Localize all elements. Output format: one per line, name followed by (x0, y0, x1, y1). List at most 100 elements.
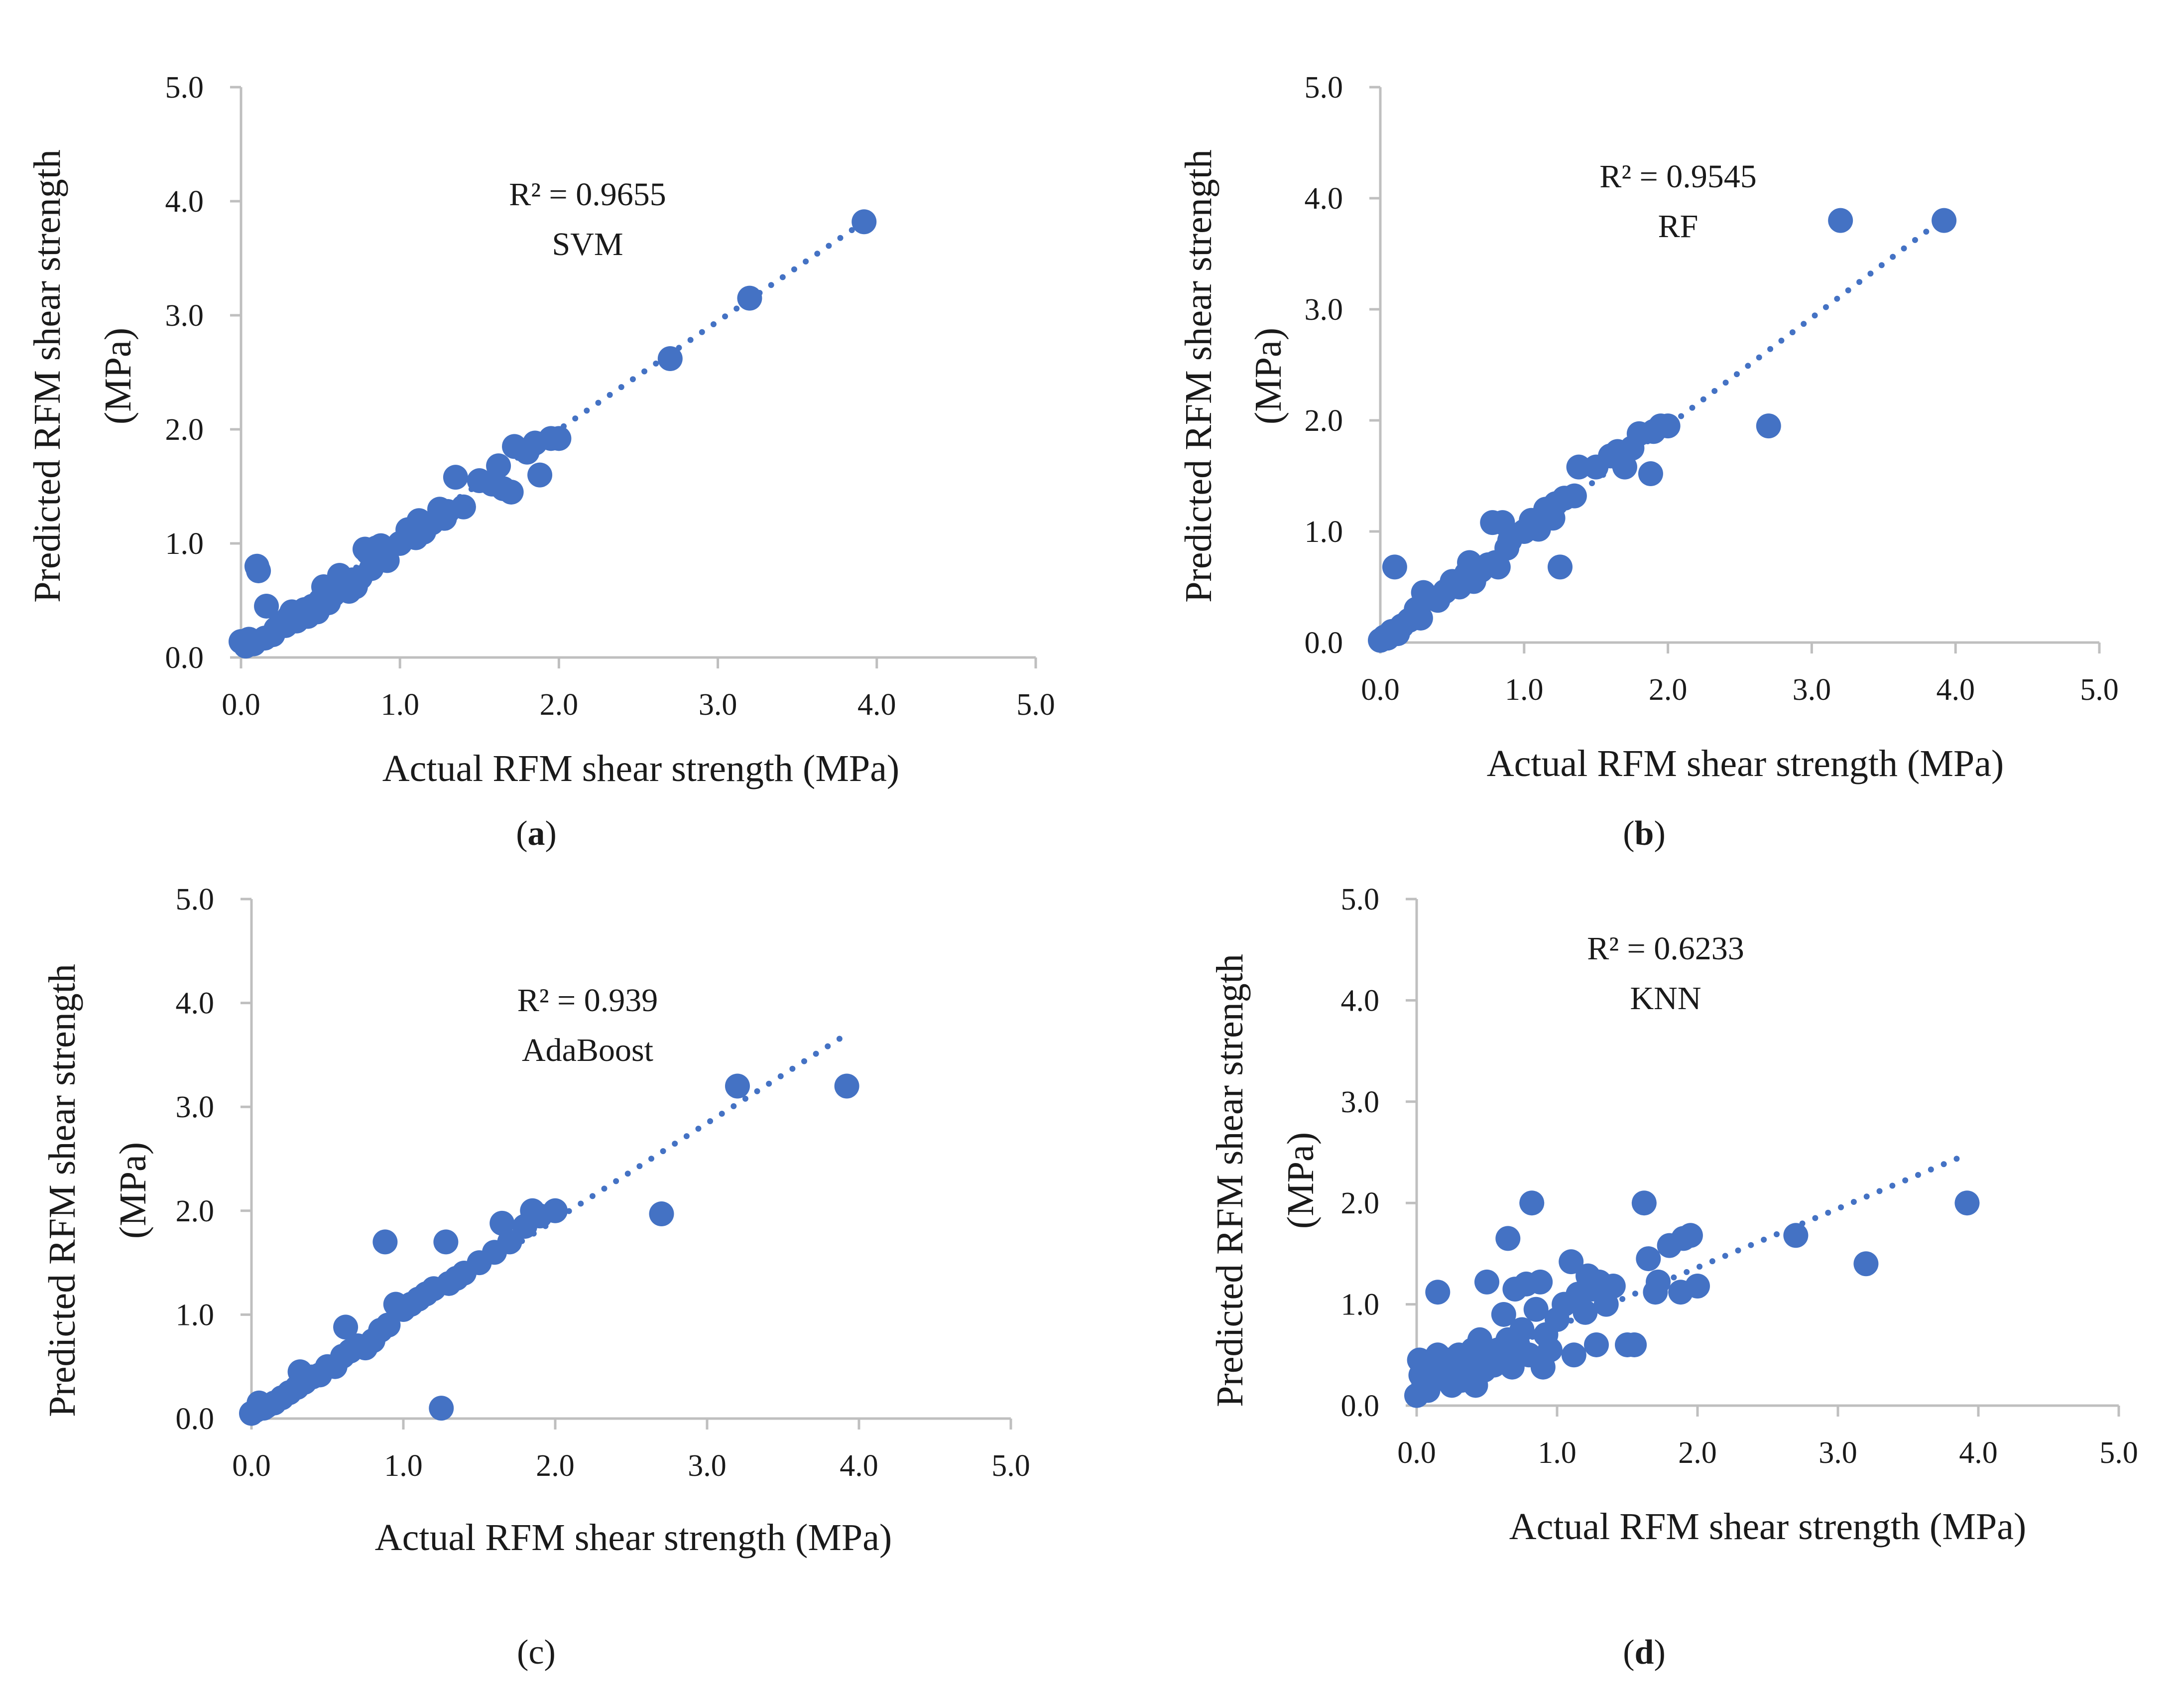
x-tick-label: 1.0 (380, 688, 419, 722)
panel-c: Predicted RFM shear strength (MPa) R² = … (41, 883, 1030, 1672)
panel-b: Predicted RFM shear strength (MPa) R² = … (1178, 71, 2119, 853)
x-axis-title: Actual RFM shear strength (MPa) (382, 748, 900, 789)
data-point (1573, 1300, 1598, 1325)
x-tick-label: 2.0 (540, 688, 579, 722)
y-axis-title: Predicted RFM shear strength (1209, 954, 1251, 1407)
x-tick-label: 4.0 (1959, 1436, 1998, 1470)
x-tick-label: 1.0 (1538, 1436, 1577, 1470)
data-point (1600, 1273, 1626, 1299)
x-axis-title: Actual RFM shear strength (MPa) (1487, 743, 2004, 784)
x-tick-label: 2.0 (536, 1449, 575, 1483)
data-point (429, 1396, 454, 1421)
data-point (1561, 1342, 1586, 1368)
data-point (1622, 1332, 1647, 1357)
y-tick-label: 3.0 (176, 1090, 215, 1124)
data-point (1646, 1269, 1671, 1295)
data-point (1491, 1302, 1516, 1327)
x-tick-label: 3.0 (699, 688, 737, 722)
r2-annotation: R² = 0.6233 (1587, 930, 1744, 967)
y-tick-label: 0.0 (1341, 1389, 1380, 1423)
data-point (1783, 1223, 1809, 1248)
r2-annotation: R² = 0.9545 (1599, 158, 1757, 195)
data-point (1474, 1269, 1499, 1295)
data-point (1485, 554, 1511, 580)
panel-a: Predicted RFM shear strength (MPa) R² = … (26, 71, 1055, 853)
y-tick-label: 5.0 (1341, 883, 1380, 916)
x-tick-label: 3.0 (1819, 1436, 1857, 1470)
y-tick-label: 0.0 (176, 1402, 215, 1436)
y-tick-label: 5.0 (176, 883, 215, 916)
data-point (1537, 1337, 1563, 1363)
data-point (1495, 1226, 1521, 1251)
data-point (1631, 1190, 1657, 1216)
y-tick-label: 1.0 (176, 1298, 215, 1332)
y-tick-label: 3.0 (165, 299, 204, 333)
y-tick-label: 1.0 (1305, 515, 1343, 549)
y-axis-title-unit: (MPa) (1280, 1132, 1322, 1229)
x-tick-label: 5.0 (1016, 688, 1055, 722)
trendline (1377, 215, 1947, 646)
data-point (1562, 483, 1587, 509)
x-axis-title: Actual RFM shear strength (MPa) (375, 1517, 892, 1559)
panel-label: (b) (1623, 814, 1666, 853)
x-tick-label: 1.0 (384, 1449, 423, 1483)
y-tick-label: 4.0 (1341, 984, 1380, 1018)
data-point (1523, 1297, 1549, 1322)
y-axis-title-unit: (MPa) (97, 328, 139, 424)
data-point (1636, 1246, 1661, 1272)
data-point (1425, 1280, 1451, 1305)
data-point (372, 1229, 398, 1255)
data-point (443, 465, 468, 490)
y-tick-label: 4.0 (176, 987, 215, 1021)
data-point (1528, 1269, 1553, 1295)
data-point (1828, 208, 1853, 233)
data-point (1612, 454, 1637, 480)
model-name: KNN (1630, 980, 1701, 1017)
r2-annotation: R² = 0.939 (517, 982, 658, 1019)
y-tick-label: 2.0 (176, 1194, 215, 1228)
y-axis-title-unit: (MPa) (1247, 328, 1289, 424)
y-tick-label: 1.0 (1341, 1288, 1380, 1322)
data-point (657, 346, 683, 372)
y-tick-label: 5.0 (165, 71, 204, 105)
data-point (451, 494, 476, 520)
y-tick-label: 4.0 (165, 185, 204, 219)
data-point (527, 462, 553, 488)
data-point (374, 548, 400, 573)
model-name: AdaBoost (522, 1032, 653, 1068)
x-tick-label: 1.0 (1505, 673, 1544, 707)
data-point (1408, 605, 1433, 631)
data-point (1509, 1317, 1535, 1342)
data-point (246, 558, 271, 583)
data-point (497, 1229, 522, 1255)
data-point (1583, 1332, 1609, 1357)
data-point (649, 1201, 674, 1227)
data-point (1685, 1273, 1710, 1299)
data-point (1566, 454, 1591, 480)
data-point (1519, 1190, 1545, 1216)
y-tick-label: 3.0 (1341, 1085, 1380, 1119)
x-tick-label: 2.0 (1678, 1436, 1717, 1470)
data-point (486, 453, 511, 479)
data-point (1954, 1190, 1980, 1216)
y-tick-label: 2.0 (1341, 1186, 1380, 1220)
y-tick-label: 0.0 (1305, 626, 1343, 660)
panel-label: (a) (516, 814, 557, 853)
panel-label: (c) (517, 1633, 556, 1672)
data-point (1548, 554, 1573, 580)
data-point (725, 1073, 750, 1099)
x-tick-label: 0.0 (232, 1449, 271, 1483)
data-point (737, 285, 762, 311)
data-point (433, 1229, 459, 1255)
y-axis-title: Predicted RFM shear strength (41, 964, 83, 1417)
y-axis-title-unit: (MPa) (112, 1142, 154, 1239)
x-tick-label: 0.0 (222, 688, 260, 722)
x-tick-label: 3.0 (688, 1449, 727, 1483)
data-point (1559, 1249, 1584, 1275)
data-point (546, 426, 572, 451)
data-point (498, 479, 524, 505)
x-tick-label: 3.0 (1793, 673, 1831, 707)
data-point (254, 593, 279, 619)
x-tick-label: 4.0 (840, 1449, 878, 1483)
